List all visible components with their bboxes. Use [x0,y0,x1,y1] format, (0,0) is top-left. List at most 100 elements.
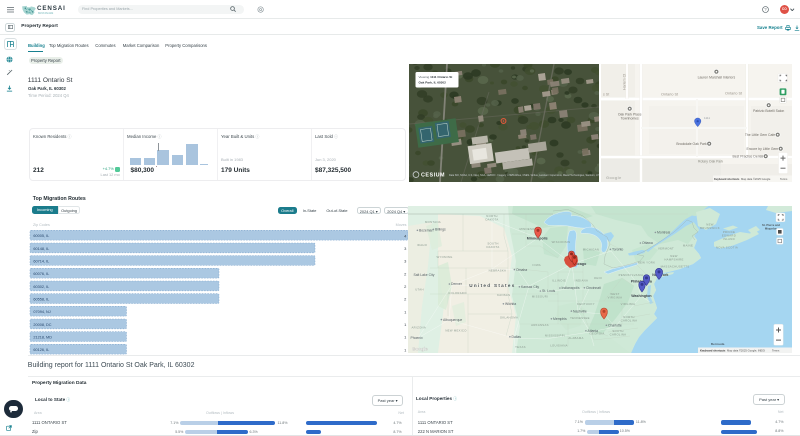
svg-text:DAKOTA: DAKOTA [486,217,499,221]
svg-text:Keyboard shortcuts: Keyboard shortcuts [700,348,726,352]
svg-text:Billings: Billings [435,227,446,231]
svg-text:Oak Park, IL 60302: Oak Park, IL 60302 [419,81,447,85]
svg-text:EDWARD: EDWARD [722,233,736,237]
svg-text:PENNSYLVANIA: PENNSYLVANIA [619,273,644,277]
svg-text:Rotary Oak Park: Rotary Oak Park [698,160,723,164]
svg-text:Albuquerque: Albuquerque [443,317,462,321]
svg-text:SOUTH: SOUTH [488,241,499,245]
svg-text:2: 2 [404,297,407,302]
svg-text:Data SIO, NOAA, U.S. Navy, NGA: Data SIO, NOAA, U.S. Navy, NGA, GEBCO · … [449,174,599,177]
svg-text:NORTH: NORTH [487,214,498,218]
svg-text:INDIANA: INDIANA [575,278,588,282]
svg-text:Dallas: Dallas [512,335,522,339]
svg-text:CAROLINA: CAROLINA [610,332,627,336]
svg-text:CESIUM: CESIUM [421,173,445,179]
svg-text:Omaha: Omaha [516,267,527,271]
svg-text:ILLINOIS: ILLINOIS [552,278,566,282]
svg-text:MISSISSIPPI: MISSISSIPPI [545,333,565,337]
svg-text:3: 3 [404,259,407,264]
svg-text:Toronto: Toronto [612,247,623,251]
svg-text:1: 1 [404,347,407,352]
svg-text:Miquelon: Miquelon [765,226,778,230]
svg-text:ARIZONA: ARIZONA [412,325,427,329]
svg-text:DAKOTA: DAKOTA [487,245,500,249]
svg-text:?: ? [764,7,767,12]
svg-text:Memphis: Memphis [553,317,567,321]
svg-text:NEW: NEW [671,254,678,258]
svg-text:1: 1 [404,309,407,314]
svg-text:St. Louis: St. Louis [542,289,555,293]
svg-text:Washington: Washington [631,294,651,298]
svg-text:Bozeman: Bozeman [419,228,433,232]
svg-text:60302, IL: 60302, IL [33,285,49,289]
svg-text:OKLAHOMA: OKLAHOMA [500,315,518,319]
svg-text:Chicago: Chicago [572,262,587,266]
svg-text:Ontario St: Ontario St [725,92,743,96]
svg-text:2: 2 [404,271,407,276]
svg-text:Montreal: Montreal [657,230,670,234]
svg-text:COLORADO: COLORADO [449,290,468,294]
svg-text:Atlanta: Atlanta [588,329,599,333]
svg-text:Oak Park Place: Oak Park Place [618,113,642,117]
svg-text:ISLAND: ISLAND [723,237,735,241]
svg-text:MISSOURI: MISSOURI [532,294,548,298]
svg-text:PRINCE: PRINCE [723,230,735,234]
svg-text:Keyboard shortcuts: Keyboard shortcuts [714,177,740,181]
svg-text:Lauren Marshall Interiors: Lauren Marshall Interiors [698,76,736,80]
svg-text:60076, IL: 60076, IL [33,272,49,276]
svg-text:SOUTH: SOUTH [613,329,624,333]
svg-text:MINNESOTA: MINNESOTA [520,227,539,231]
svg-text:Ottawa: Ottawa [642,241,653,245]
svg-text:HAMPSHIRE: HAMPSHIRE [665,257,684,261]
svg-text:21218, MD: 21218, MD [33,336,52,340]
svg-text:4: 4 [404,233,407,238]
svg-text:60558, IL: 60558, IL [33,298,49,302]
svg-text:WISCONSIN: WISCONSIN [552,240,571,244]
svg-text:TENNESSEE: TENNESSEE [570,316,590,320]
svg-text:Terms: Terms [772,348,780,352]
svg-text:Indianapolis: Indianapolis [562,286,580,290]
svg-text:60148, IL: 60148, IL [33,247,49,251]
svg-text:1: 1 [404,322,407,327]
svg-text:MICHIGAN: MICHIGAN [583,247,599,251]
svg-text:Brookdale Oak Park: Brookdale Oak Park [677,142,708,146]
svg-text:OHIO: OHIO [594,276,603,280]
svg-text:Best Practice Dental: Best Practice Dental [733,155,764,159]
svg-text:ARKANSAS: ARKANSAS [531,323,549,327]
svg-text:Townhomes: Townhomes [621,117,639,121]
svg-text:Terms: Terms [780,177,788,181]
svg-text:Map data ©2025 Google, INEGI: Map data ©2025 Google, INEGI [727,348,765,352]
svg-text:60714, IL: 60714, IL [33,260,49,264]
svg-text:UTAH: UTAH [415,287,424,291]
svg-text:Salt Lake City: Salt Lake City [414,273,435,277]
svg-text:Phoenix: Phoenix [411,335,424,339]
svg-text:St. Pierre and: St. Pierre and [762,223,780,227]
svg-text:IOWA: IOWA [533,263,542,267]
svg-text:MASSACHUSETTS: MASSACHUSETTS [661,264,690,268]
svg-text:60126, IL: 60126, IL [33,348,49,352]
svg-text:NEW: NEW [707,222,714,226]
svg-text:20008, DC: 20008, DC [33,323,51,327]
svg-text:3: 3 [404,246,407,251]
svg-text:07094, NJ: 07094, NJ [33,310,50,314]
svg-text:NOVA SCOTIA: NOVA SCOTIA [716,245,738,249]
svg-text:Denver: Denver [451,282,463,286]
svg-text:1: 1 [404,335,407,340]
svg-text:VERMONT: VERMONT [658,246,674,250]
svg-text:Minneapolis: Minneapolis [527,236,548,240]
svg-text:Map data ©2025 Google: Map data ©2025 Google [741,177,771,181]
svg-text:WEST: WEST [611,292,620,296]
svg-text:CAROLINA: CAROLINA [621,318,638,322]
svg-text:GEORGIA: GEORGIA [590,331,605,335]
svg-text:Cincinnati: Cincinnati [586,286,601,290]
svg-text:NEW YORK: NEW YORK [638,260,656,264]
svg-text:KANSAS: KANSAS [497,292,510,296]
svg-text:NEBRASKA: NEBRASKA [489,268,507,272]
svg-text:s St: s St [603,93,609,97]
svg-text:Harlem Ct: Harlem Ct [623,74,627,90]
svg-text:Wichita: Wichita [505,302,516,306]
svg-text:WYOMING: WYOMING [437,254,453,258]
svg-text:Google: Google [412,346,428,351]
svg-text:Patrizio Botelli Salon: Patrizio Botelli Salon [753,109,784,113]
svg-text:MAINE: MAINE [683,243,693,247]
